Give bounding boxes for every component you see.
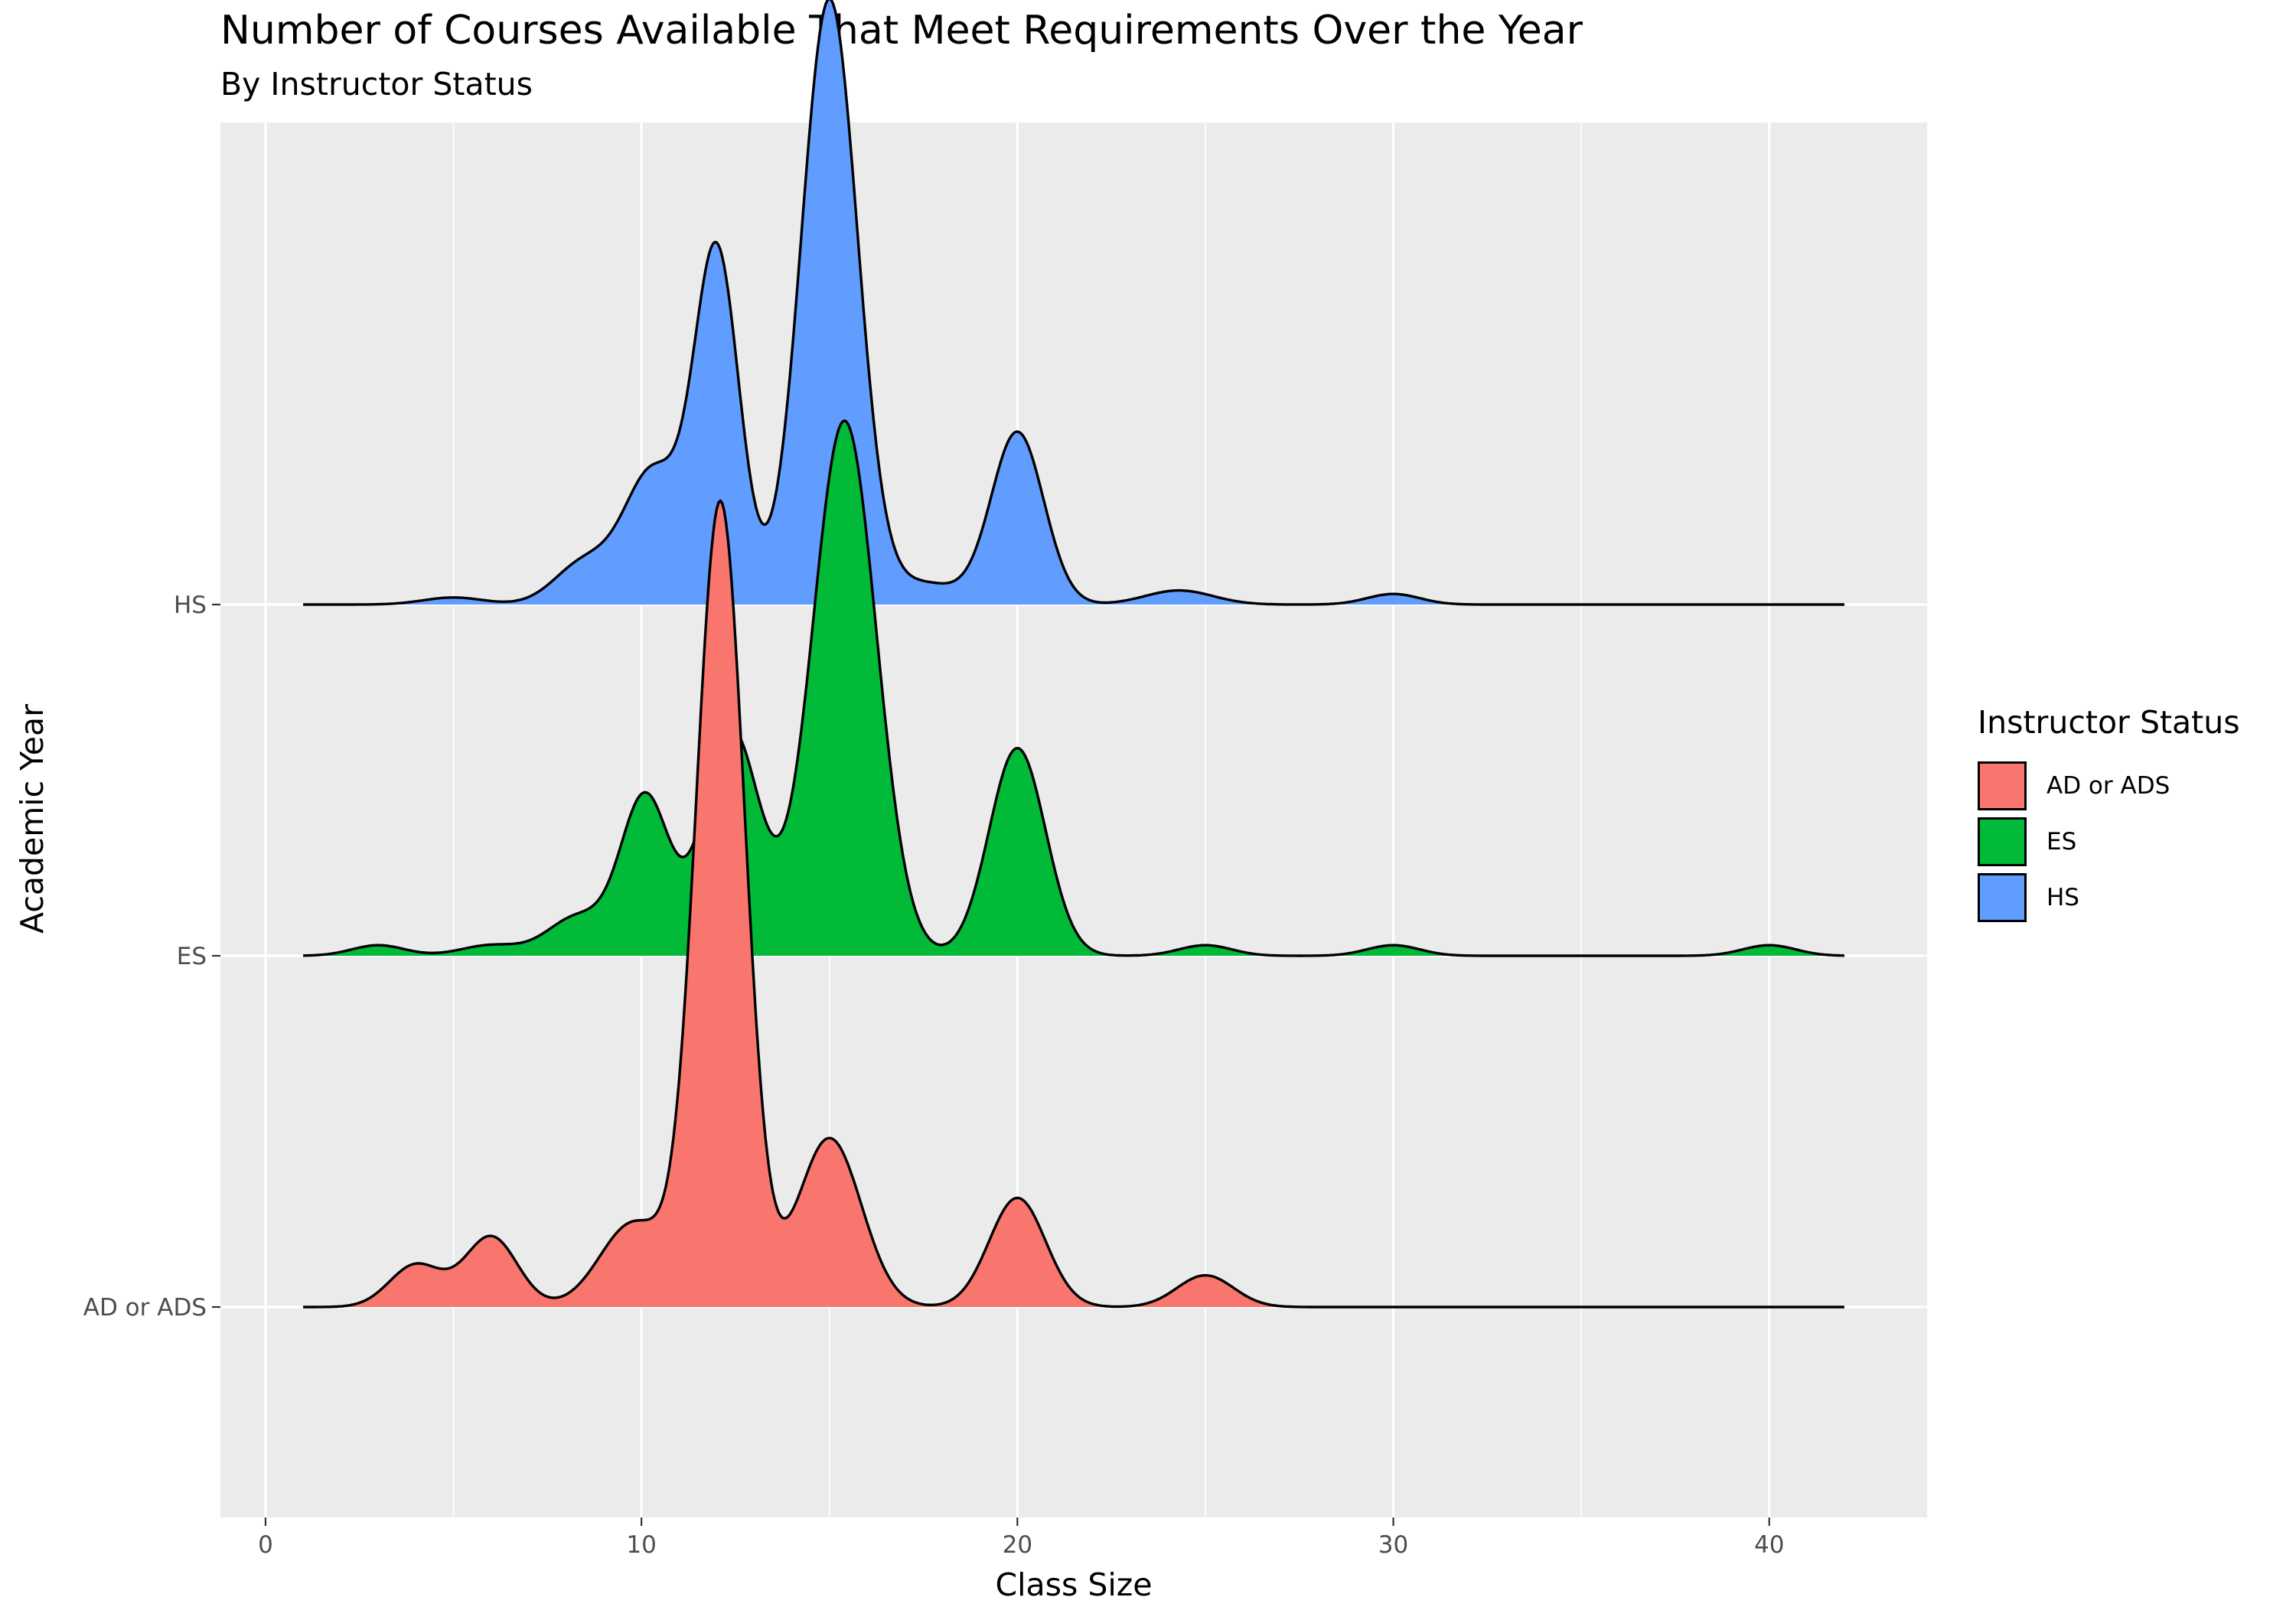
chart-title: Number of Courses Available That Meet Re… <box>220 8 1583 54</box>
y-tick-label: AD or ADS <box>83 1294 207 1322</box>
ridge-line-es <box>303 419 1844 957</box>
ridge-fill-hs <box>303 0 1844 605</box>
legend-key-hs <box>1978 872 2027 922</box>
legend-item-ad-or-ads: AD or ADS <box>1978 758 2240 813</box>
legend: Instructor Status AD or ADS ES HS <box>1978 704 2240 925</box>
x-tick-label: 30 <box>1378 1531 1408 1559</box>
legend-label-es: ES <box>2047 827 2077 856</box>
legend-title: Instructor Status <box>1978 704 2240 741</box>
x-tick-label: 20 <box>1003 1531 1032 1559</box>
ridge-fill-ad-or-ads <box>303 500 1844 1307</box>
x-axis-title: Class Size <box>995 1566 1152 1603</box>
x-axis: 0 10 20 30 40 <box>258 1517 1784 1559</box>
x-tick-label: 10 <box>626 1531 656 1559</box>
legend-label-ad-or-ads: AD or ADS <box>2047 771 2170 800</box>
y-tick-label: ES <box>177 943 207 970</box>
ridge-line-hs <box>303 0 1844 606</box>
legend-key-ad-or-ads <box>1978 761 2027 810</box>
legend-item-es: ES <box>1978 813 2240 869</box>
legend-label-hs: HS <box>2047 883 2079 911</box>
ridge-line-ad-or-ads <box>303 499 1844 1309</box>
x-tick-label: 40 <box>1754 1531 1784 1559</box>
density-ridges <box>303 0 1844 1309</box>
legend-item-hs: HS <box>1978 869 2240 925</box>
x-tick-label: 0 <box>258 1531 273 1559</box>
y-axis: AD or ADS ES HS <box>83 592 220 1322</box>
y-axis-title: Academic Year <box>14 704 51 934</box>
y-tick-label: HS <box>174 592 207 619</box>
legend-key-es <box>1978 817 2027 866</box>
chart-subtitle: By Instructor Status <box>220 66 533 103</box>
